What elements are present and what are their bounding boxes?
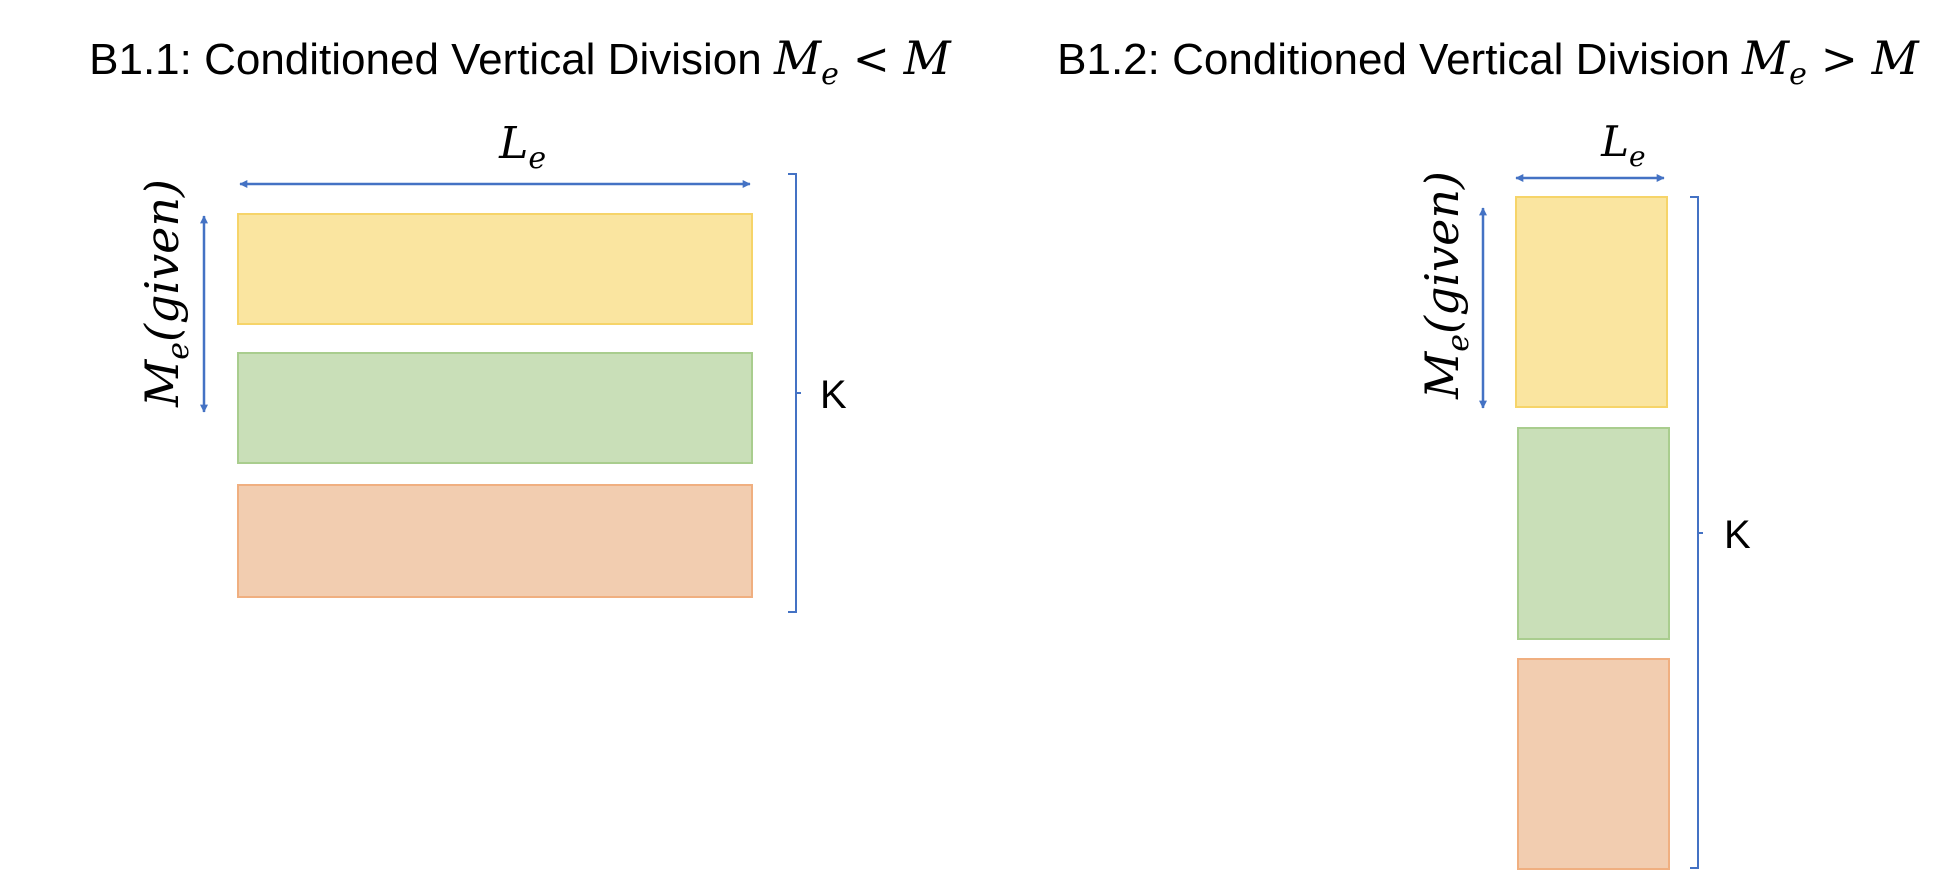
panel-right-title-rhs: M [1871, 31, 1921, 85]
panel-right-height-label-sub: e [1441, 334, 1476, 352]
panel-right-k-label: K [1724, 513, 1751, 557]
panel-left-title-me: M [773, 31, 823, 85]
panel-left-title-me-sub: e [821, 57, 839, 92]
panel-left-title-relation: < [839, 34, 904, 85]
panel-right: B1.2: Conditioned Vertical Division Me >… [1026, 31, 1941, 870]
panel-left-title-prefix: B1.1: Conditioned Vertical Division [89, 35, 774, 84]
panel-right-height-label: Me(given) [1415, 149, 1476, 430]
panel-right-height-label-base: M [1415, 350, 1469, 400]
panel-left-green-block [237, 352, 753, 464]
panel-right-title-me: M [1741, 31, 1791, 85]
panel-left: B1.1: Conditioned Vertical Division Me <… [58, 31, 973, 613]
panel-right-orange-block [1517, 658, 1670, 870]
panel-left-orange-block [237, 484, 753, 598]
panel-left-title-rhs: M [903, 31, 953, 85]
panel-left-height-label-rest: (given) [135, 179, 189, 342]
panel-right-k-brace [1690, 196, 1703, 869]
panel-right-width-label-base: L [1600, 117, 1629, 166]
panel-left-height-label: Me(given) [135, 157, 196, 438]
panel-right-yellow-block [1515, 196, 1668, 408]
panel-left-height-label-base: M [135, 358, 189, 408]
panel-right-height-label-rest: (given) [1415, 171, 1469, 334]
panel-left-yellow-block [237, 213, 753, 325]
panel-right-width-label: Le [1570, 117, 1668, 173]
panel-left-width-label-base: L [498, 118, 528, 169]
panel-left-k-brace [788, 173, 801, 613]
panel-left-height-label-sub: e [161, 342, 196, 360]
panel-right-title-me-sub: e [1789, 57, 1807, 92]
panel-right-width-label-sub: e [1629, 140, 1646, 173]
panel-left-title: B1.1: Conditioned Vertical Division Me <… [58, 31, 973, 92]
panel-right-green-block [1517, 427, 1670, 640]
panel-left-k-label: K [820, 373, 847, 417]
panel-right-title: B1.2: Conditioned Vertical Division Me >… [1026, 31, 1941, 92]
panel-right-title-prefix: B1.2: Conditioned Vertical Division [1057, 35, 1742, 84]
panel-left-width-label: Le [468, 118, 568, 176]
panel-right-title-relation: > [1807, 34, 1872, 85]
panel-left-width-label-sub: e [528, 141, 546, 176]
